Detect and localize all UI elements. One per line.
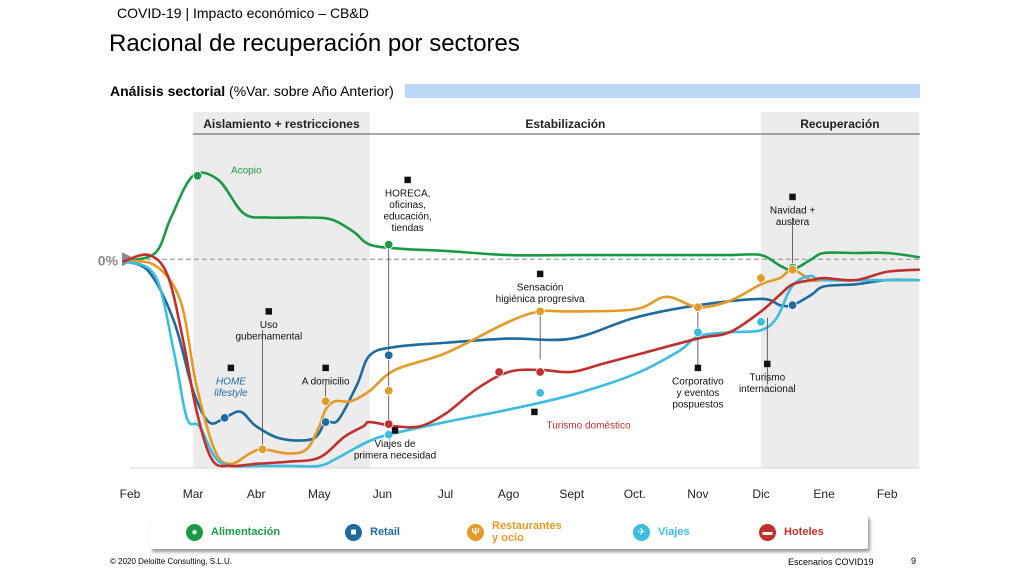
mouse-icon: ◼ [227, 363, 235, 374]
annotation-label: Acopio [231, 166, 262, 177]
x-tick-label: Feb [877, 487, 898, 501]
legend-label: Viajes [658, 526, 690, 538]
legend-label: Retail [370, 526, 400, 538]
data-point-marker [535, 367, 545, 377]
series-line-retail [122, 260, 921, 442]
x-tick-label: Nov [687, 487, 708, 501]
scenario-label: Escenarios COVID19 [788, 557, 874, 567]
briefcase-icon: ◼ [694, 363, 702, 374]
page-number: 9 [911, 556, 917, 566]
phase-band [761, 112, 919, 468]
x-tick-label: Feb [120, 487, 141, 501]
phase-label: Recuperación [800, 117, 879, 131]
x-tick-label: May [308, 487, 331, 501]
legend-label: Alimentación [211, 526, 281, 538]
section-subtitle: Análisis sectorial (%Var. sobre Año Ante… [110, 83, 394, 99]
annotation-label: Corporativo y eventos pospuestos [672, 377, 724, 411]
annotation-label: Turismo doméstico [546, 420, 631, 431]
x-tick-label: Mar [183, 487, 204, 501]
x-tick-label: Sept [559, 487, 584, 501]
copyright: © 2020 Deloitte Consulting, S.L.U. [110, 557, 232, 566]
data-point-marker [787, 264, 798, 275]
x-tick-label: Oct. [624, 487, 646, 501]
series-line-hoteles [122, 253, 921, 468]
x-tick-label: Jul [438, 487, 453, 501]
legend-label: Restaurantes y ocio [492, 520, 562, 544]
data-point-marker [756, 317, 766, 327]
gift-icon: ◼ [788, 191, 796, 202]
data-point-marker [384, 350, 394, 360]
annotation-label: Sensación higiénica progresiva [496, 283, 585, 306]
data-point-marker [384, 239, 394, 250]
annotation-label: Turismo internacional [739, 372, 796, 395]
airplane-icon: ✈ [633, 523, 650, 541]
airplane-icon: ◼ [391, 425, 399, 436]
annotation-label: HOME lifestyle [214, 377, 248, 400]
subtitle-bar [405, 84, 920, 98]
data-point-marker [219, 413, 230, 423]
data-point-marker [384, 429, 394, 440]
data-point-marker [384, 419, 394, 429]
wifi-icon: ◼ [321, 363, 329, 374]
data-point-marker [756, 273, 766, 283]
legend-item-viajes: ✈ Viajes [633, 515, 690, 549]
legend-item-alimentacion: ● Alimentación [186, 515, 280, 549]
open-sign-icon: ◼ [403, 175, 411, 186]
phase-band [193, 112, 370, 468]
phase-label: Aislamiento + restricciones [203, 117, 360, 131]
sanitizer-icon: ◼ [536, 269, 544, 280]
legend-label: Hoteles [784, 526, 824, 538]
shopping-bag-icon: ■ [345, 523, 362, 541]
data-point-marker [257, 444, 268, 454]
phase-label: Estabilización [525, 117, 605, 131]
series-line-viajes [122, 260, 921, 468]
annotation-label: A domicilio [302, 377, 350, 388]
x-tick-label: Jun [373, 487, 392, 501]
x-tick-label: Ene [813, 487, 835, 501]
subtitle-rest: (%Var. sobre Año Anterior) [225, 83, 394, 99]
data-point-marker [535, 388, 545, 398]
data-point-marker [693, 327, 703, 338]
apple-icon: ● [186, 523, 203, 541]
cutlery-icon: Ψ [467, 523, 484, 541]
context-header: COVID-19 | Impacto económico – CB&D [117, 5, 369, 21]
annotation-label: Viajes de primera necesidad [354, 439, 436, 462]
building-icon: ◼ [265, 306, 273, 317]
data-point-marker [320, 396, 331, 406]
x-tick-label: Ago [498, 487, 520, 501]
page-title: Racional de recuperación por sectores [109, 30, 520, 57]
legend: ● Alimentación ■ Retail Ψ Restaurantes y… [150, 515, 868, 549]
series-line-alimentaci-n [122, 171, 921, 272]
data-point-marker [384, 386, 394, 396]
x-tick-label: Dic [752, 487, 769, 501]
data-point-marker [192, 171, 203, 181]
annotation-label: HORECA, oficinas, educación, tiendas [383, 189, 431, 235]
legend-item-restaurantes: Ψ Restaurantes y ocio [467, 515, 562, 549]
globe-icon: ◼ [763, 358, 771, 369]
subtitle-bold: Análisis sectorial [110, 83, 226, 99]
bed-icon: ▬ [759, 523, 776, 541]
data-point-marker [693, 302, 703, 312]
annotation-label: Navidad + austera [770, 205, 815, 228]
annotation-label: Uso gubernamental [235, 320, 302, 343]
zero-label: 0% [98, 252, 119, 268]
data-point-marker [320, 417, 331, 427]
spain-map-icon: ◼ [530, 406, 538, 417]
data-point-marker [535, 306, 545, 317]
x-tick-label: Abr [247, 487, 266, 501]
data-point-marker [494, 367, 504, 377]
legend-item-hoteles: ▬ Hoteles [759, 515, 824, 549]
legend-item-retail: ■ Retail [345, 515, 400, 549]
data-point-marker [787, 300, 798, 310]
